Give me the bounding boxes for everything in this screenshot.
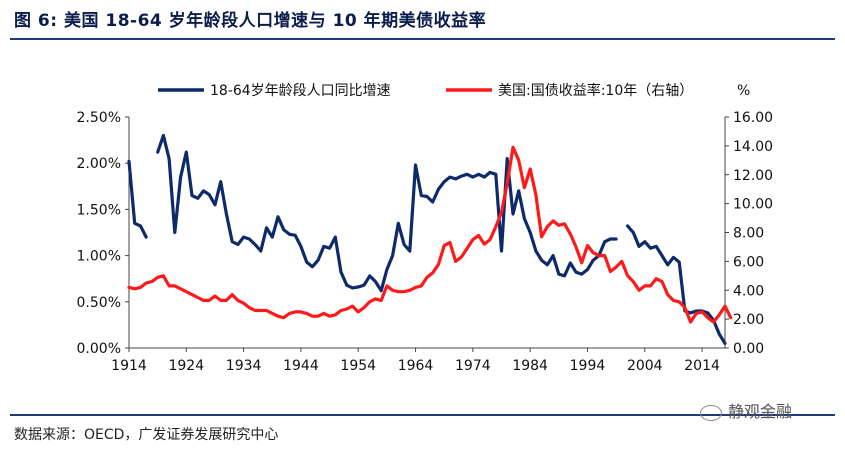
plot-area	[127, 133, 733, 345]
legend-label-yield: 美国:国债收益率:10年（右轴）	[498, 82, 693, 99]
y-left-tick-label: 2.50%	[77, 110, 121, 126]
population-growth-line	[156, 133, 618, 293]
y-left-tick-label: 0.00%	[77, 341, 121, 357]
legend-label-population: 18-64岁年龄段人口同比增速	[210, 83, 391, 99]
title-divider	[10, 38, 835, 40]
y-right-tick-label: 16.00	[733, 110, 773, 126]
y-right-tick-label: 4.00	[733, 283, 764, 299]
x-tick-label: 1924	[168, 358, 204, 374]
y-right-tick-label: 0.00	[733, 341, 764, 357]
x-tick-label: 2004	[627, 358, 663, 374]
y-left-tick-label: 1.00%	[77, 249, 121, 265]
y-right-tick-label: 14.00	[733, 139, 773, 155]
chart-axes: 0.00% 0.50% 1.00% 1.50% 2.00% 2.50% 0.00 2.00 4.…	[77, 110, 774, 374]
x-tick-label: 1954	[340, 358, 376, 374]
treasury-yield-line	[127, 145, 733, 324]
y-right-tick-label: 8.00	[733, 226, 764, 242]
x-tick-label: 1944	[283, 358, 319, 374]
y-right-tick-label: 2.00	[733, 312, 764, 328]
watermark: 静观金融	[700, 398, 792, 422]
source-divider	[10, 414, 835, 416]
x-tick-label: 1934	[226, 358, 262, 374]
chart-legend: 18-64岁年龄段人口同比增速 美国:国债收益率:10年（右轴）%	[158, 82, 750, 99]
x-tick-label: 1914	[111, 358, 147, 374]
y-right-tick-label: 10.00	[733, 197, 773, 213]
population-growth-line	[127, 159, 148, 239]
population-growth-line	[626, 224, 727, 345]
x-tick-label: 1974	[455, 358, 491, 374]
y-left-tick-label: 2.00%	[77, 156, 121, 172]
y-left-tick-label: 0.50%	[77, 295, 121, 311]
x-tick-label: 2014	[684, 358, 720, 374]
wechat-icon	[700, 404, 722, 421]
watermark-text: 静观金融	[728, 402, 793, 421]
x-tick-label: 1984	[512, 358, 548, 374]
right-axis-unit-label: %	[737, 83, 750, 99]
y-right-tick-label: 6.00	[733, 254, 764, 270]
x-tick-label: 1994	[570, 358, 606, 374]
figure-title: 图 6: 美国 18-64 岁年龄段人口增速与 10 年期美债收益率	[14, 11, 487, 31]
y-left-tick-label: 1.50%	[77, 202, 121, 218]
source-note: 数据来源：OECD，广发证券发展研究中心	[14, 427, 279, 443]
y-right-tick-label: 12.00	[733, 168, 773, 184]
x-tick-label: 1964	[398, 358, 434, 374]
